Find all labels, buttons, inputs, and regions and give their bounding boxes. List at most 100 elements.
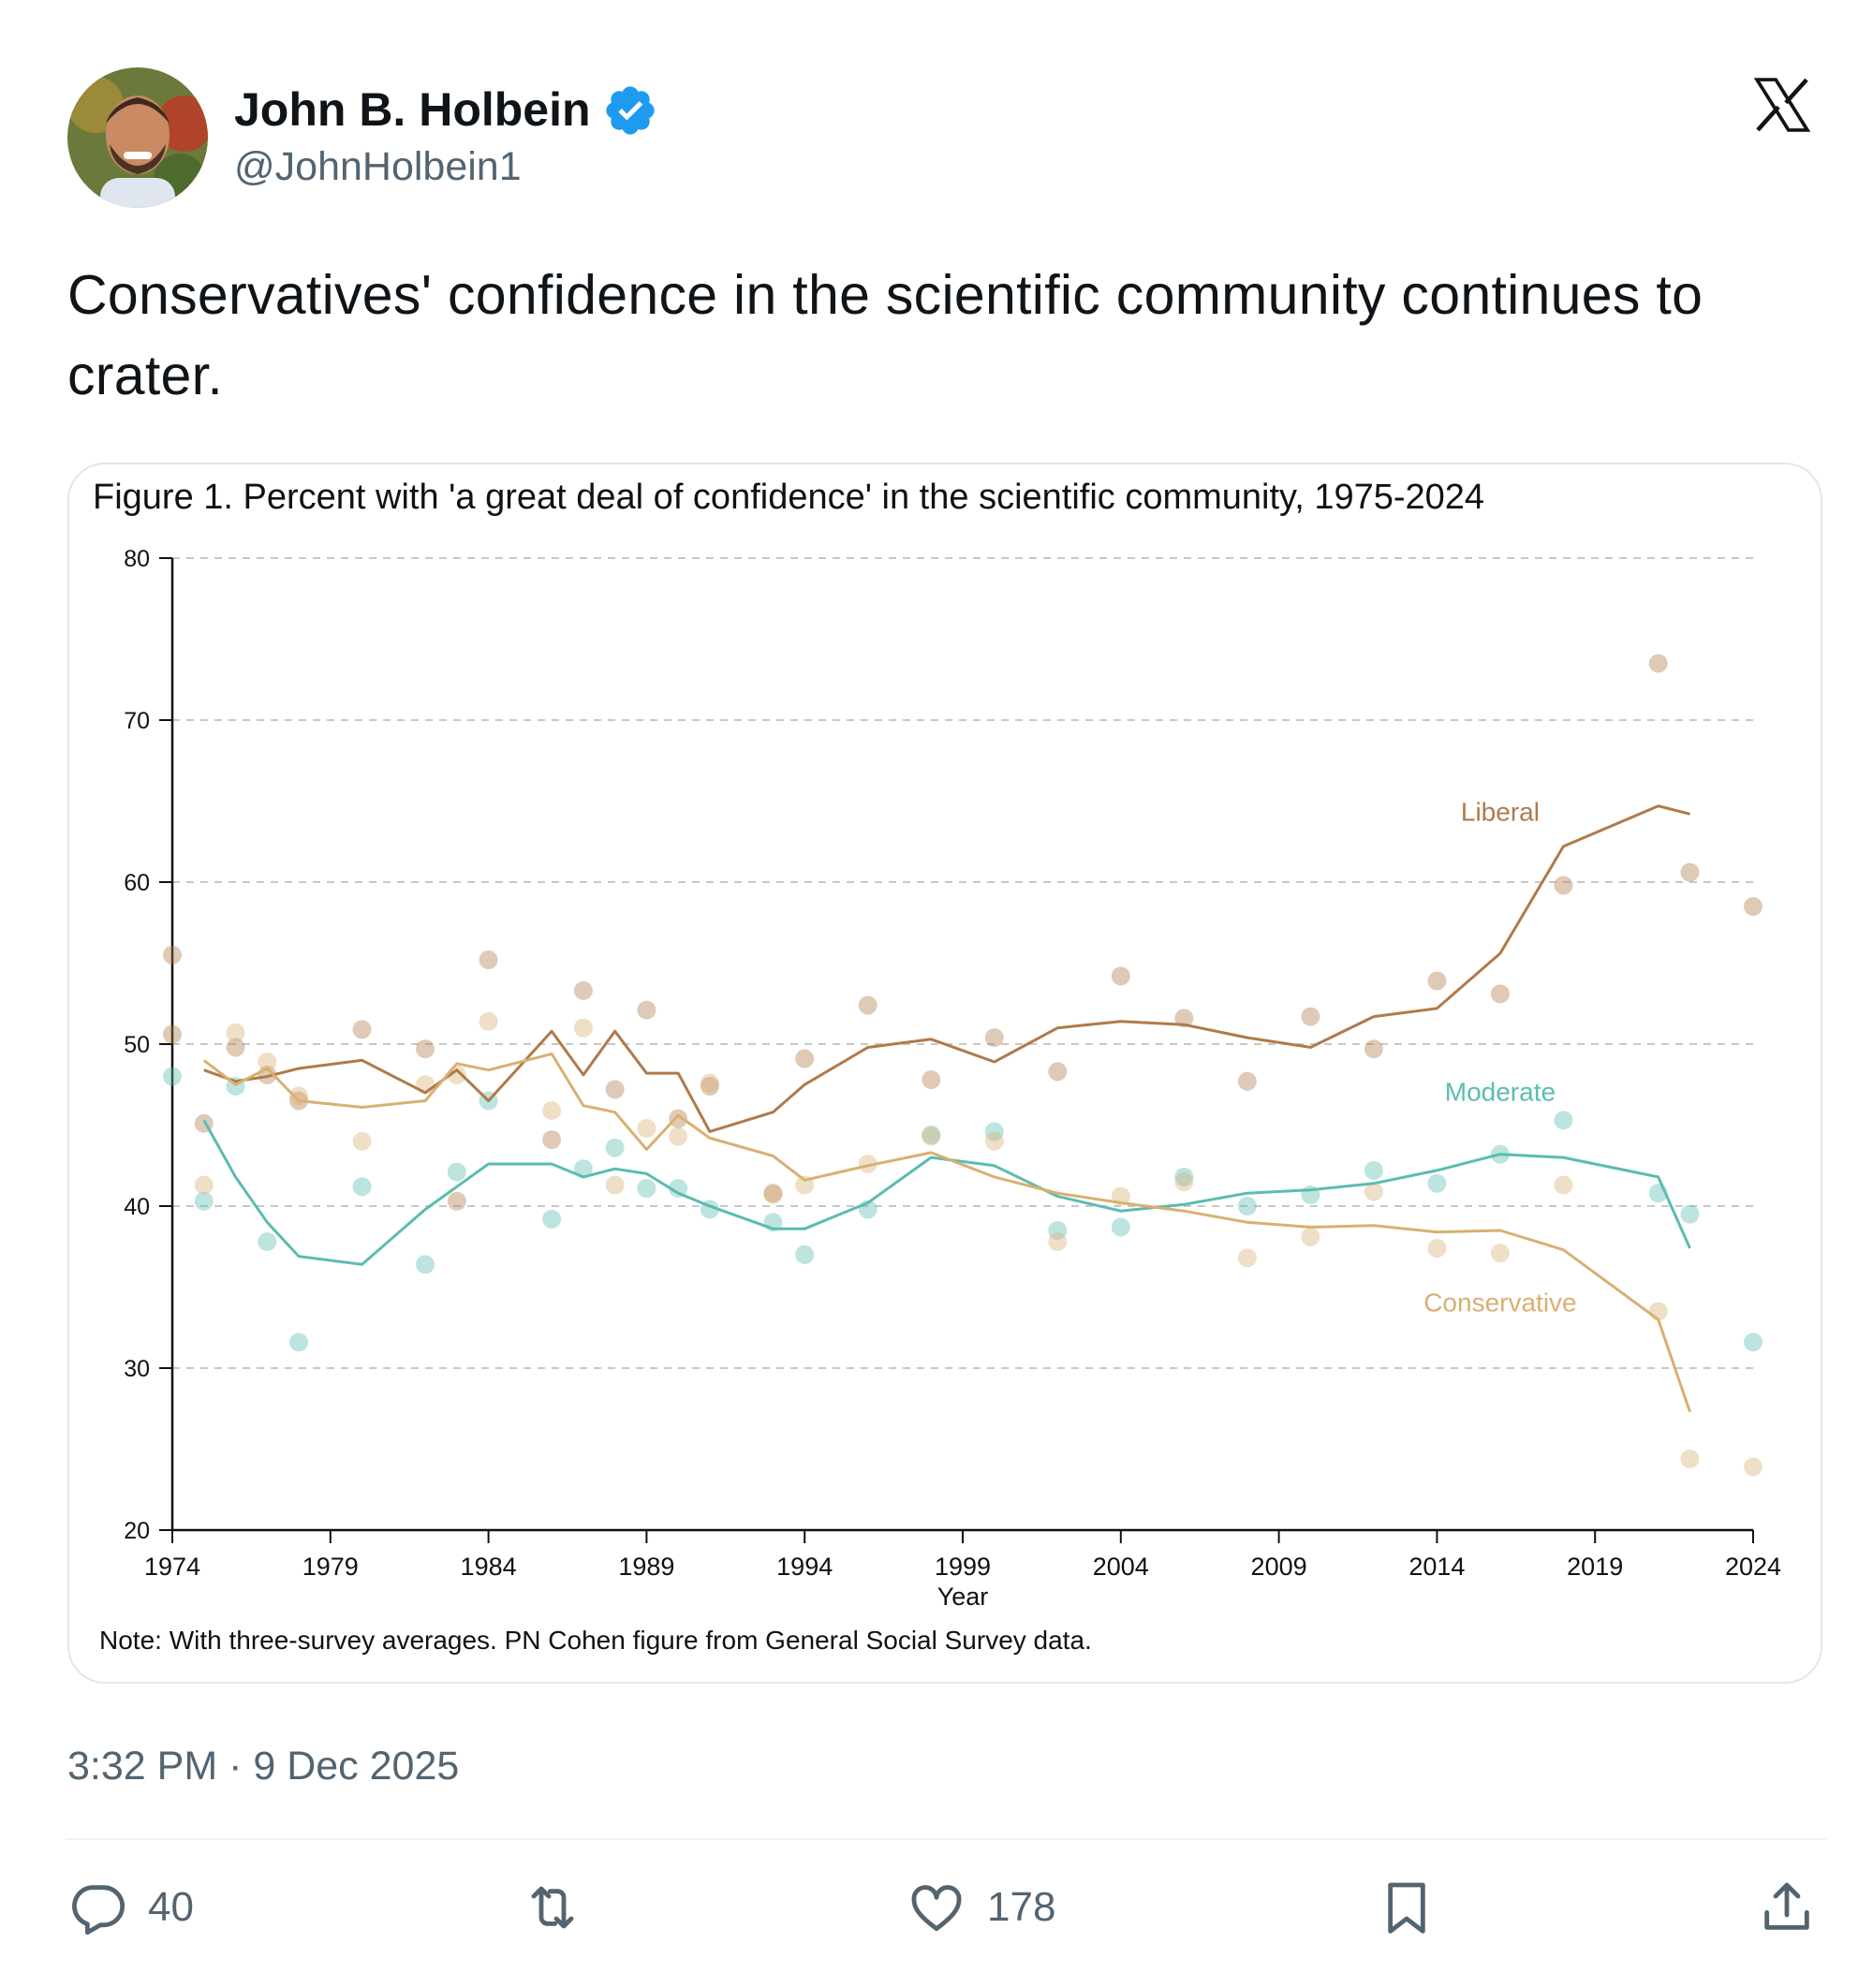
data-point-conservative	[858, 1155, 878, 1174]
data-point-conservative	[542, 1100, 562, 1120]
data-point-liberal	[352, 1020, 372, 1039]
data-point-liberal	[984, 1028, 1004, 1048]
data-point-liberal	[573, 980, 593, 1000]
data-point-conservative	[1237, 1248, 1257, 1268]
data-point-liberal	[416, 1039, 435, 1059]
data-point-conservative	[700, 1073, 719, 1093]
data-point-moderate	[163, 1067, 182, 1086]
y-tick-label: 70	[124, 708, 150, 734]
data-point-liberal	[1237, 1071, 1257, 1091]
bookmark-button[interactable]	[1377, 1875, 1437, 1940]
data-point-conservative	[258, 1053, 277, 1072]
data-point-liberal	[795, 1049, 815, 1068]
data-point-conservative	[1490, 1244, 1510, 1263]
data-point-conservative	[669, 1127, 688, 1146]
data-point-moderate	[447, 1162, 466, 1182]
x-tick-label: 2019	[1567, 1553, 1623, 1581]
x-tick-label: 2004	[1093, 1553, 1149, 1581]
x-tick-label: 1984	[461, 1553, 517, 1581]
data-point-conservative	[1680, 1449, 1700, 1468]
data-point-moderate	[984, 1122, 1004, 1141]
retweet-button[interactable]	[523, 1875, 603, 1940]
data-point-moderate	[1237, 1197, 1257, 1215]
data-point-liberal	[1648, 654, 1668, 673]
reply-button[interactable]: 40	[67, 1875, 194, 1940]
series-line-liberal	[203, 804, 1690, 1133]
author-name[interactable]: John B. Holbein	[234, 83, 591, 136]
data-point-conservative	[763, 1185, 783, 1204]
data-point-moderate	[605, 1138, 625, 1157]
author-handle[interactable]: @JohnHolbein1	[234, 144, 522, 189]
avatar-photo	[67, 67, 208, 208]
y-tick-label: 50	[124, 1032, 150, 1058]
x-tick-label: 2009	[1251, 1553, 1307, 1581]
tweet-media-chart[interactable]: 20 30 40 50 60 70 80 1974 1979 1984 1989 1994 1999 20…	[67, 463, 1822, 1684]
data-point-moderate	[637, 1178, 656, 1198]
chart-title: Figure 1. Percent with 'a great deal of …	[93, 478, 1485, 517]
data-point-liberal	[479, 950, 498, 970]
data-point-conservative	[984, 1131, 1004, 1151]
data-point-moderate	[1048, 1220, 1068, 1240]
data-point-moderate	[416, 1255, 435, 1274]
data-point-liberal	[1111, 966, 1130, 986]
x-logo-icon[interactable]	[1749, 73, 1815, 137]
tweet-timestamp[interactable]: 3:32 PM · 9 Dec 2025	[67, 1744, 460, 1789]
series-label-moderate: Moderate	[1445, 1078, 1556, 1107]
chart-gridlines	[172, 557, 1753, 1369]
data-point-moderate	[1680, 1204, 1700, 1224]
data-point-liberal	[1048, 1062, 1068, 1082]
verified-badge-icon	[606, 86, 655, 135]
data-point-liberal	[922, 1070, 941, 1090]
retweet-icon	[531, 1886, 574, 1929]
y-tick-label: 40	[124, 1194, 150, 1220]
like-button[interactable]: 178	[907, 1875, 1055, 1940]
data-point-moderate	[289, 1333, 309, 1352]
data-point-liberal	[858, 995, 878, 1015]
data-point-liberal	[637, 1000, 656, 1020]
data-point-liberal	[226, 1038, 245, 1057]
data-point-liberal	[605, 1080, 625, 1099]
data-point-conservative	[1174, 1172, 1194, 1192]
data-point-conservative	[605, 1175, 625, 1195]
series-line-moderate	[202, 1119, 1691, 1266]
data-point-moderate	[795, 1244, 815, 1264]
data-point-conservative	[637, 1118, 656, 1138]
chart: 20 30 40 50 60 70 80 1974 1979 1984 1989 1994 1999 20…	[124, 546, 1781, 1611]
data-point-liberal	[1490, 984, 1510, 1004]
data-point-moderate	[1174, 1167, 1194, 1186]
like-count: 178	[987, 1884, 1056, 1930]
data-point-moderate	[922, 1125, 941, 1144]
series-label-liberal: Liberal	[1461, 797, 1540, 826]
bookmark-icon	[1388, 1882, 1425, 1934]
data-point-moderate	[1427, 1173, 1447, 1193]
y-tick-label: 30	[124, 1356, 150, 1382]
x-tick-label: 1989	[618, 1553, 674, 1581]
tweet-text: Conservatives' confidence in the scienti…	[67, 264, 1703, 406]
x-axis-label: Year	[937, 1583, 989, 1611]
chart-axes: 20 30 40 50 60 70 80 1974 1979 1984 1989 1994 1999 20…	[124, 546, 1781, 1611]
data-point-liberal	[1364, 1039, 1383, 1059]
series-line-conservative	[202, 1052, 1691, 1413]
heart-icon	[911, 1885, 962, 1932]
avatar[interactable]	[67, 67, 208, 208]
x-tick-label: 2024	[1725, 1553, 1781, 1581]
data-point-conservative	[352, 1131, 372, 1151]
data-point-moderate	[194, 1191, 214, 1211]
data-point-moderate	[1111, 1217, 1130, 1237]
data-point-conservative	[194, 1175, 214, 1195]
series-label-conservative: Conservative	[1423, 1288, 1576, 1317]
share-button[interactable]	[1757, 1875, 1817, 1940]
data-point-liberal	[763, 1184, 783, 1203]
share-icon	[1764, 1882, 1809, 1930]
y-tick-label: 20	[124, 1518, 150, 1544]
data-point-conservative	[1364, 1182, 1383, 1201]
chart-note: Note: With three-survey averages. PN Coh…	[99, 1626, 1092, 1655]
data-point-conservative	[1554, 1175, 1573, 1195]
data-point-liberal	[1174, 1009, 1194, 1028]
x-tick-label: 1999	[935, 1553, 991, 1581]
data-point-liberal	[163, 1024, 182, 1044]
x-tick-label: 1974	[144, 1553, 200, 1581]
data-point-conservative	[922, 1127, 941, 1146]
data-point-conservative	[1048, 1232, 1068, 1252]
data-point-liberal	[447, 1191, 466, 1211]
